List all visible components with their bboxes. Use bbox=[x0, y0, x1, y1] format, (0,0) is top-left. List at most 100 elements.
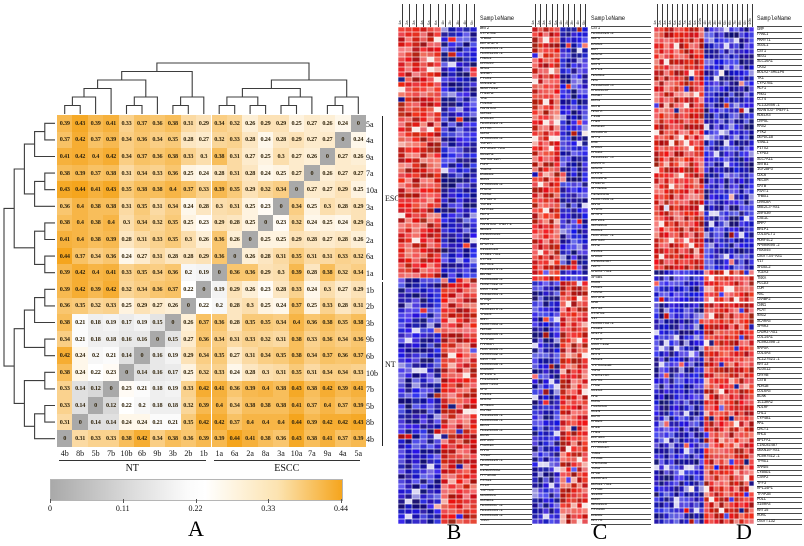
gene-label: CHL1 bbox=[757, 411, 802, 417]
heatmap-cell bbox=[537, 498, 544, 504]
heatmap-cell bbox=[441, 257, 449, 263]
heatmap-cell bbox=[719, 183, 724, 190]
heatmap-cell bbox=[462, 298, 470, 304]
gene-label: TK1 bbox=[480, 97, 532, 104]
heatmap-cell bbox=[560, 78, 566, 84]
heatmap-cell bbox=[659, 286, 664, 292]
heatmap-cell bbox=[582, 99, 588, 105]
heatmap-cell bbox=[470, 252, 478, 258]
heatmap-cell bbox=[669, 172, 674, 179]
heatmap-cell bbox=[734, 183, 739, 190]
heatmap-cell bbox=[729, 469, 734, 476]
heatmap-cell bbox=[582, 140, 588, 147]
heatmap-cell bbox=[455, 478, 463, 484]
heatmap-cell bbox=[412, 122, 420, 128]
heatmap-cell bbox=[684, 426, 689, 433]
heatmap-cell bbox=[582, 135, 588, 141]
heatmap-cell bbox=[664, 205, 669, 211]
heatmap-cell bbox=[674, 97, 679, 103]
heatmap-cell bbox=[571, 399, 577, 405]
heatmap-cell bbox=[554, 482, 560, 488]
heatmap-cell bbox=[565, 363, 572, 369]
heatmap-cell bbox=[582, 58, 588, 64]
heatmap-cell bbox=[744, 459, 749, 465]
heatmap-cell bbox=[684, 259, 689, 265]
gene-label: RPL14P1 bbox=[757, 486, 802, 493]
heatmap-cell bbox=[674, 248, 679, 254]
heatmap-cell bbox=[659, 469, 664, 476]
heatmap-cell bbox=[714, 367, 719, 373]
heatmap-cell bbox=[412, 27, 420, 33]
heatmap-cell bbox=[426, 503, 434, 509]
heatmap-cell bbox=[719, 378, 724, 384]
sample-tick-line bbox=[408, 4, 410, 27]
heatmap-cell bbox=[554, 467, 560, 473]
heatmap-cell bbox=[664, 151, 669, 157]
heatmap-cell bbox=[560, 125, 566, 131]
heatmap-cell bbox=[679, 486, 684, 492]
heatmap-cell bbox=[532, 223, 538, 229]
heatmap-cell bbox=[714, 264, 719, 271]
heatmap-cell bbox=[426, 353, 434, 359]
heatmap-cell bbox=[434, 97, 442, 103]
heatmap-cell bbox=[412, 212, 420, 218]
heatmap-cell bbox=[537, 171, 544, 178]
heatmap-cell bbox=[689, 140, 694, 146]
heatmap-cell bbox=[537, 342, 544, 348]
heatmap-cell bbox=[412, 257, 420, 263]
heatmap-cell bbox=[744, 297, 749, 303]
heatmap-cell bbox=[689, 286, 694, 292]
heatmap-cell bbox=[560, 363, 566, 369]
heatmap-cell bbox=[560, 337, 566, 343]
heatmap-cell bbox=[412, 102, 420, 108]
heatmap-cell bbox=[582, 156, 588, 162]
gene-label: MYO5B bbox=[591, 457, 651, 463]
heatmap-cell bbox=[548, 291, 555, 297]
heatmap-cell bbox=[548, 451, 555, 457]
heatmap-cell bbox=[704, 502, 709, 508]
heatmap-cell bbox=[699, 113, 704, 119]
heatmap-cell bbox=[548, 327, 555, 333]
heatmap-cell bbox=[744, 124, 749, 130]
heatmap-cell bbox=[719, 286, 724, 292]
heatmap-cell bbox=[576, 99, 583, 105]
heatmap-cell bbox=[434, 423, 442, 429]
heatmap-cell bbox=[654, 243, 659, 249]
heatmap-cell bbox=[571, 373, 577, 380]
heatmap-cell bbox=[462, 227, 470, 233]
heatmap-cell bbox=[679, 280, 684, 287]
heatmap-cell bbox=[441, 147, 449, 153]
matrix-cell: 0.42 bbox=[72, 264, 88, 281]
heatmap-cell bbox=[679, 253, 684, 260]
heatmap-cell bbox=[654, 302, 659, 308]
heatmap-cell bbox=[426, 363, 434, 369]
matrix-cell: 0.43 bbox=[288, 380, 305, 398]
heatmap-cell bbox=[669, 410, 674, 416]
heatmap-cell bbox=[537, 492, 544, 499]
heatmap-cell bbox=[543, 115, 549, 121]
heatmap-cell bbox=[441, 182, 449, 188]
heatmap-cell bbox=[565, 265, 572, 271]
heatmap-cell bbox=[441, 388, 449, 394]
matrix-cell: 0.21 bbox=[165, 413, 181, 431]
heatmap-cell bbox=[543, 461, 549, 468]
heatmap-cell bbox=[448, 197, 456, 203]
heatmap-cell bbox=[749, 486, 754, 492]
heatmap-cell bbox=[704, 32, 709, 38]
heatmap-cell bbox=[448, 313, 456, 319]
heatmap-cell bbox=[714, 145, 719, 152]
heatmap-cell bbox=[548, 58, 555, 64]
heatmap-cell bbox=[669, 496, 674, 503]
heatmap-cell bbox=[448, 142, 456, 148]
heatmap-cell bbox=[441, 338, 449, 344]
heatmap-cell bbox=[571, 187, 577, 193]
heatmap-cell bbox=[419, 383, 427, 389]
heatmap-cell bbox=[689, 113, 694, 119]
heatmap-cell bbox=[441, 92, 449, 98]
heatmap-cell bbox=[689, 361, 694, 368]
heatmap-cell bbox=[455, 137, 463, 143]
heatmap-cell bbox=[674, 183, 679, 190]
heatmap-cell bbox=[734, 70, 739, 76]
gene-label: KRT13 bbox=[757, 362, 802, 369]
heatmap-cell bbox=[571, 27, 577, 33]
